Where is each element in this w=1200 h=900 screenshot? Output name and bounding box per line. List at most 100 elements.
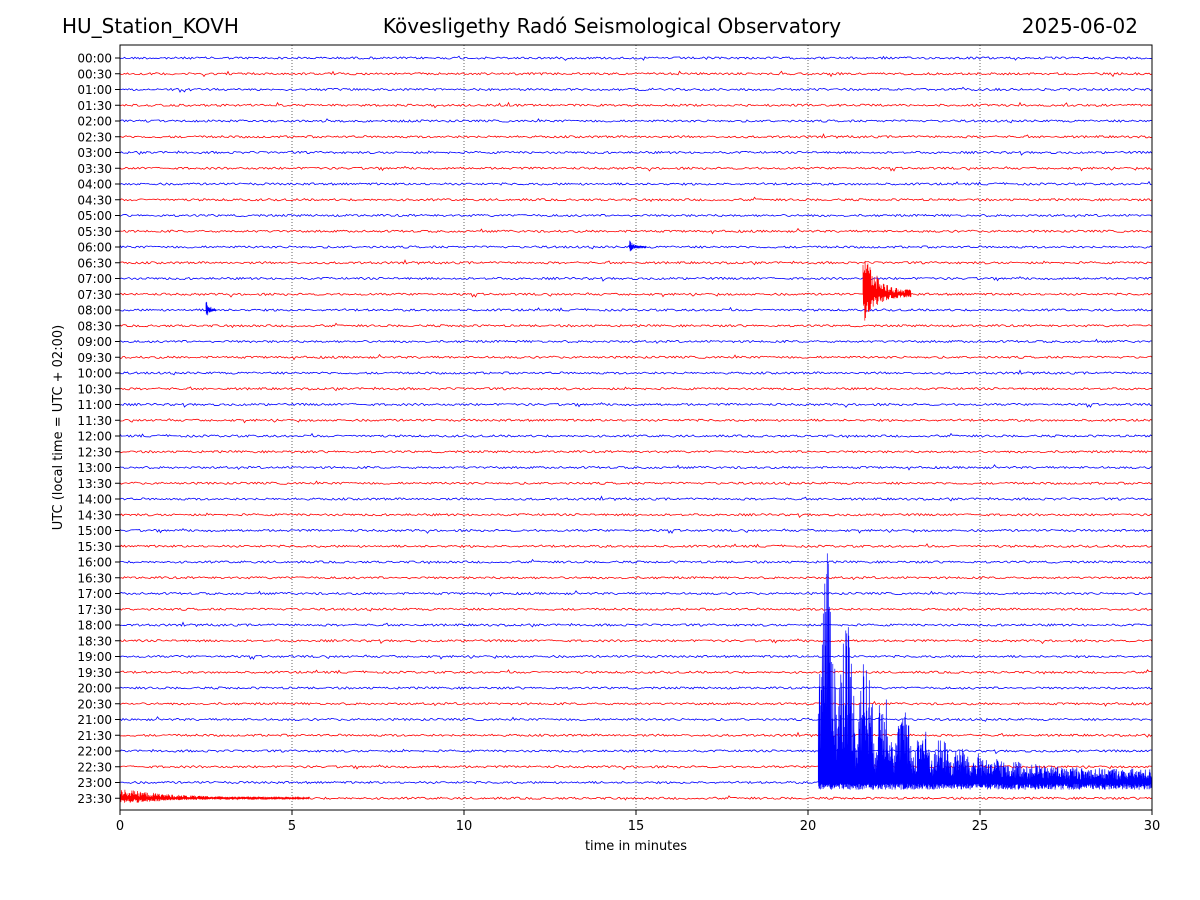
event-waveform (119, 789, 310, 803)
y-tick-label: 00:00 (77, 52, 112, 66)
y-tick-label: 10:30 (77, 382, 112, 396)
trace-row (119, 322, 1153, 329)
event-layer (119, 240, 1153, 803)
x-tick-label: 20 (800, 819, 817, 834)
trace-row (119, 480, 1153, 486)
y-axis-label: UTC (local time = UTC + 02:00) (51, 325, 66, 530)
x-tick-label: 5 (288, 819, 296, 834)
event-waveform (817, 553, 1153, 790)
y-tick-label: 13:30 (77, 477, 112, 491)
y-tick-label: 14:30 (77, 508, 112, 522)
trace-row (119, 450, 1153, 454)
trace-row (119, 590, 1153, 597)
y-tick-label: 21:30 (77, 729, 112, 743)
trace-row (119, 86, 1153, 93)
trace-row (119, 213, 1153, 218)
trace-row (119, 259, 1153, 266)
y-tick-label: 09:30 (77, 351, 112, 365)
y-tick-label: 19:00 (77, 650, 112, 664)
trace-row (119, 338, 1153, 344)
y-tick-label: 01:00 (77, 83, 112, 97)
x-tick-label: 0 (116, 819, 124, 834)
trace-row (119, 700, 1153, 707)
x-axis-label: time in minutes (585, 839, 687, 854)
station-label: HU_Station_KOVH (62, 14, 239, 38)
trace-row (119, 292, 1153, 298)
y-tick-label: 03:30 (77, 162, 112, 176)
trace-row (119, 716, 1153, 722)
y-tick-label: 10:00 (77, 367, 112, 381)
y-tick-label: 03:00 (77, 146, 112, 160)
chart-title: Kövesligethy Radó Seismological Observat… (382, 14, 842, 38)
y-tick-label: 12:30 (77, 445, 112, 459)
y-tick-label: 06:30 (77, 256, 112, 270)
y-tick-label: 21:00 (77, 713, 112, 727)
trace-row (119, 118, 1153, 124)
x-tick-label: 30 (1144, 819, 1161, 834)
date-label: 2025-06-02 (1021, 14, 1138, 38)
trace-row (119, 276, 1153, 282)
trace-row (119, 306, 1153, 312)
x-tick-label: 15 (628, 819, 645, 834)
trace-row (119, 70, 1153, 78)
trace-row (119, 669, 1153, 675)
trace-row (119, 576, 1153, 581)
trace-row (119, 731, 1153, 738)
x-tick-label: 10 (456, 819, 473, 834)
y-tick-label: 11:30 (77, 414, 112, 428)
event-waveform (628, 240, 647, 252)
trace-layer (119, 55, 1153, 801)
y-tick-label: 01:30 (77, 99, 112, 113)
y-tick-label: 17:30 (77, 603, 112, 617)
trace-row (119, 528, 1153, 534)
trace-row (119, 101, 1153, 109)
y-tick-label: 07:30 (77, 288, 112, 302)
y-tick-label: 04:30 (77, 193, 112, 207)
y-tick-label: 04:00 (77, 178, 112, 192)
y-tick-label: 17:00 (77, 587, 112, 601)
trace-row (119, 543, 1153, 548)
trace-row (119, 464, 1153, 471)
trace-row (119, 180, 1153, 186)
trace-row (119, 402, 1153, 408)
y-tick-label: 16:30 (77, 571, 112, 585)
trace-row (119, 55, 1153, 61)
y-tick-label: 08:30 (77, 319, 112, 333)
trace-row (119, 654, 1153, 660)
trace-row (119, 638, 1153, 645)
y-tick-label: 20:30 (77, 697, 112, 711)
trace-row (119, 353, 1153, 361)
y-tick-label: 18:30 (77, 634, 112, 648)
y-tick-label: 00:30 (77, 67, 112, 81)
y-tick-label: 18:00 (77, 619, 112, 633)
y-tick-label: 15:00 (77, 524, 112, 538)
trace-row (119, 558, 1153, 565)
y-tick-label: 09:00 (77, 335, 112, 349)
y-tick-label: 20:00 (77, 682, 112, 696)
event-waveform (205, 301, 217, 316)
trace-row (119, 196, 1153, 203)
trace-row (119, 165, 1153, 172)
x-tick-label: 25 (972, 819, 989, 834)
trace-row (119, 418, 1153, 424)
y-tick-label: 12:00 (77, 430, 112, 444)
y-tick-label: 23:00 (77, 776, 112, 790)
y-tick-label: 05:00 (77, 209, 112, 223)
trace-row (119, 607, 1153, 612)
y-tick-label: 22:30 (77, 760, 112, 774)
trace-row (119, 686, 1153, 690)
trace-row (119, 512, 1153, 518)
grid-lines (291, 45, 981, 810)
y-tick-label: 14:00 (77, 493, 112, 507)
trace-row (119, 150, 1153, 156)
trace-row (119, 227, 1153, 235)
y-tick-label: 02:00 (77, 115, 112, 129)
trace-row (119, 369, 1153, 376)
x-tick-labels: 0 5 10 15 20 25 30 (116, 810, 1160, 834)
trace-row (119, 495, 1153, 502)
y-tick-label: 05:30 (77, 225, 112, 239)
y-tick-label: 06:00 (77, 241, 112, 255)
y-tick-label: 16:00 (77, 556, 112, 570)
